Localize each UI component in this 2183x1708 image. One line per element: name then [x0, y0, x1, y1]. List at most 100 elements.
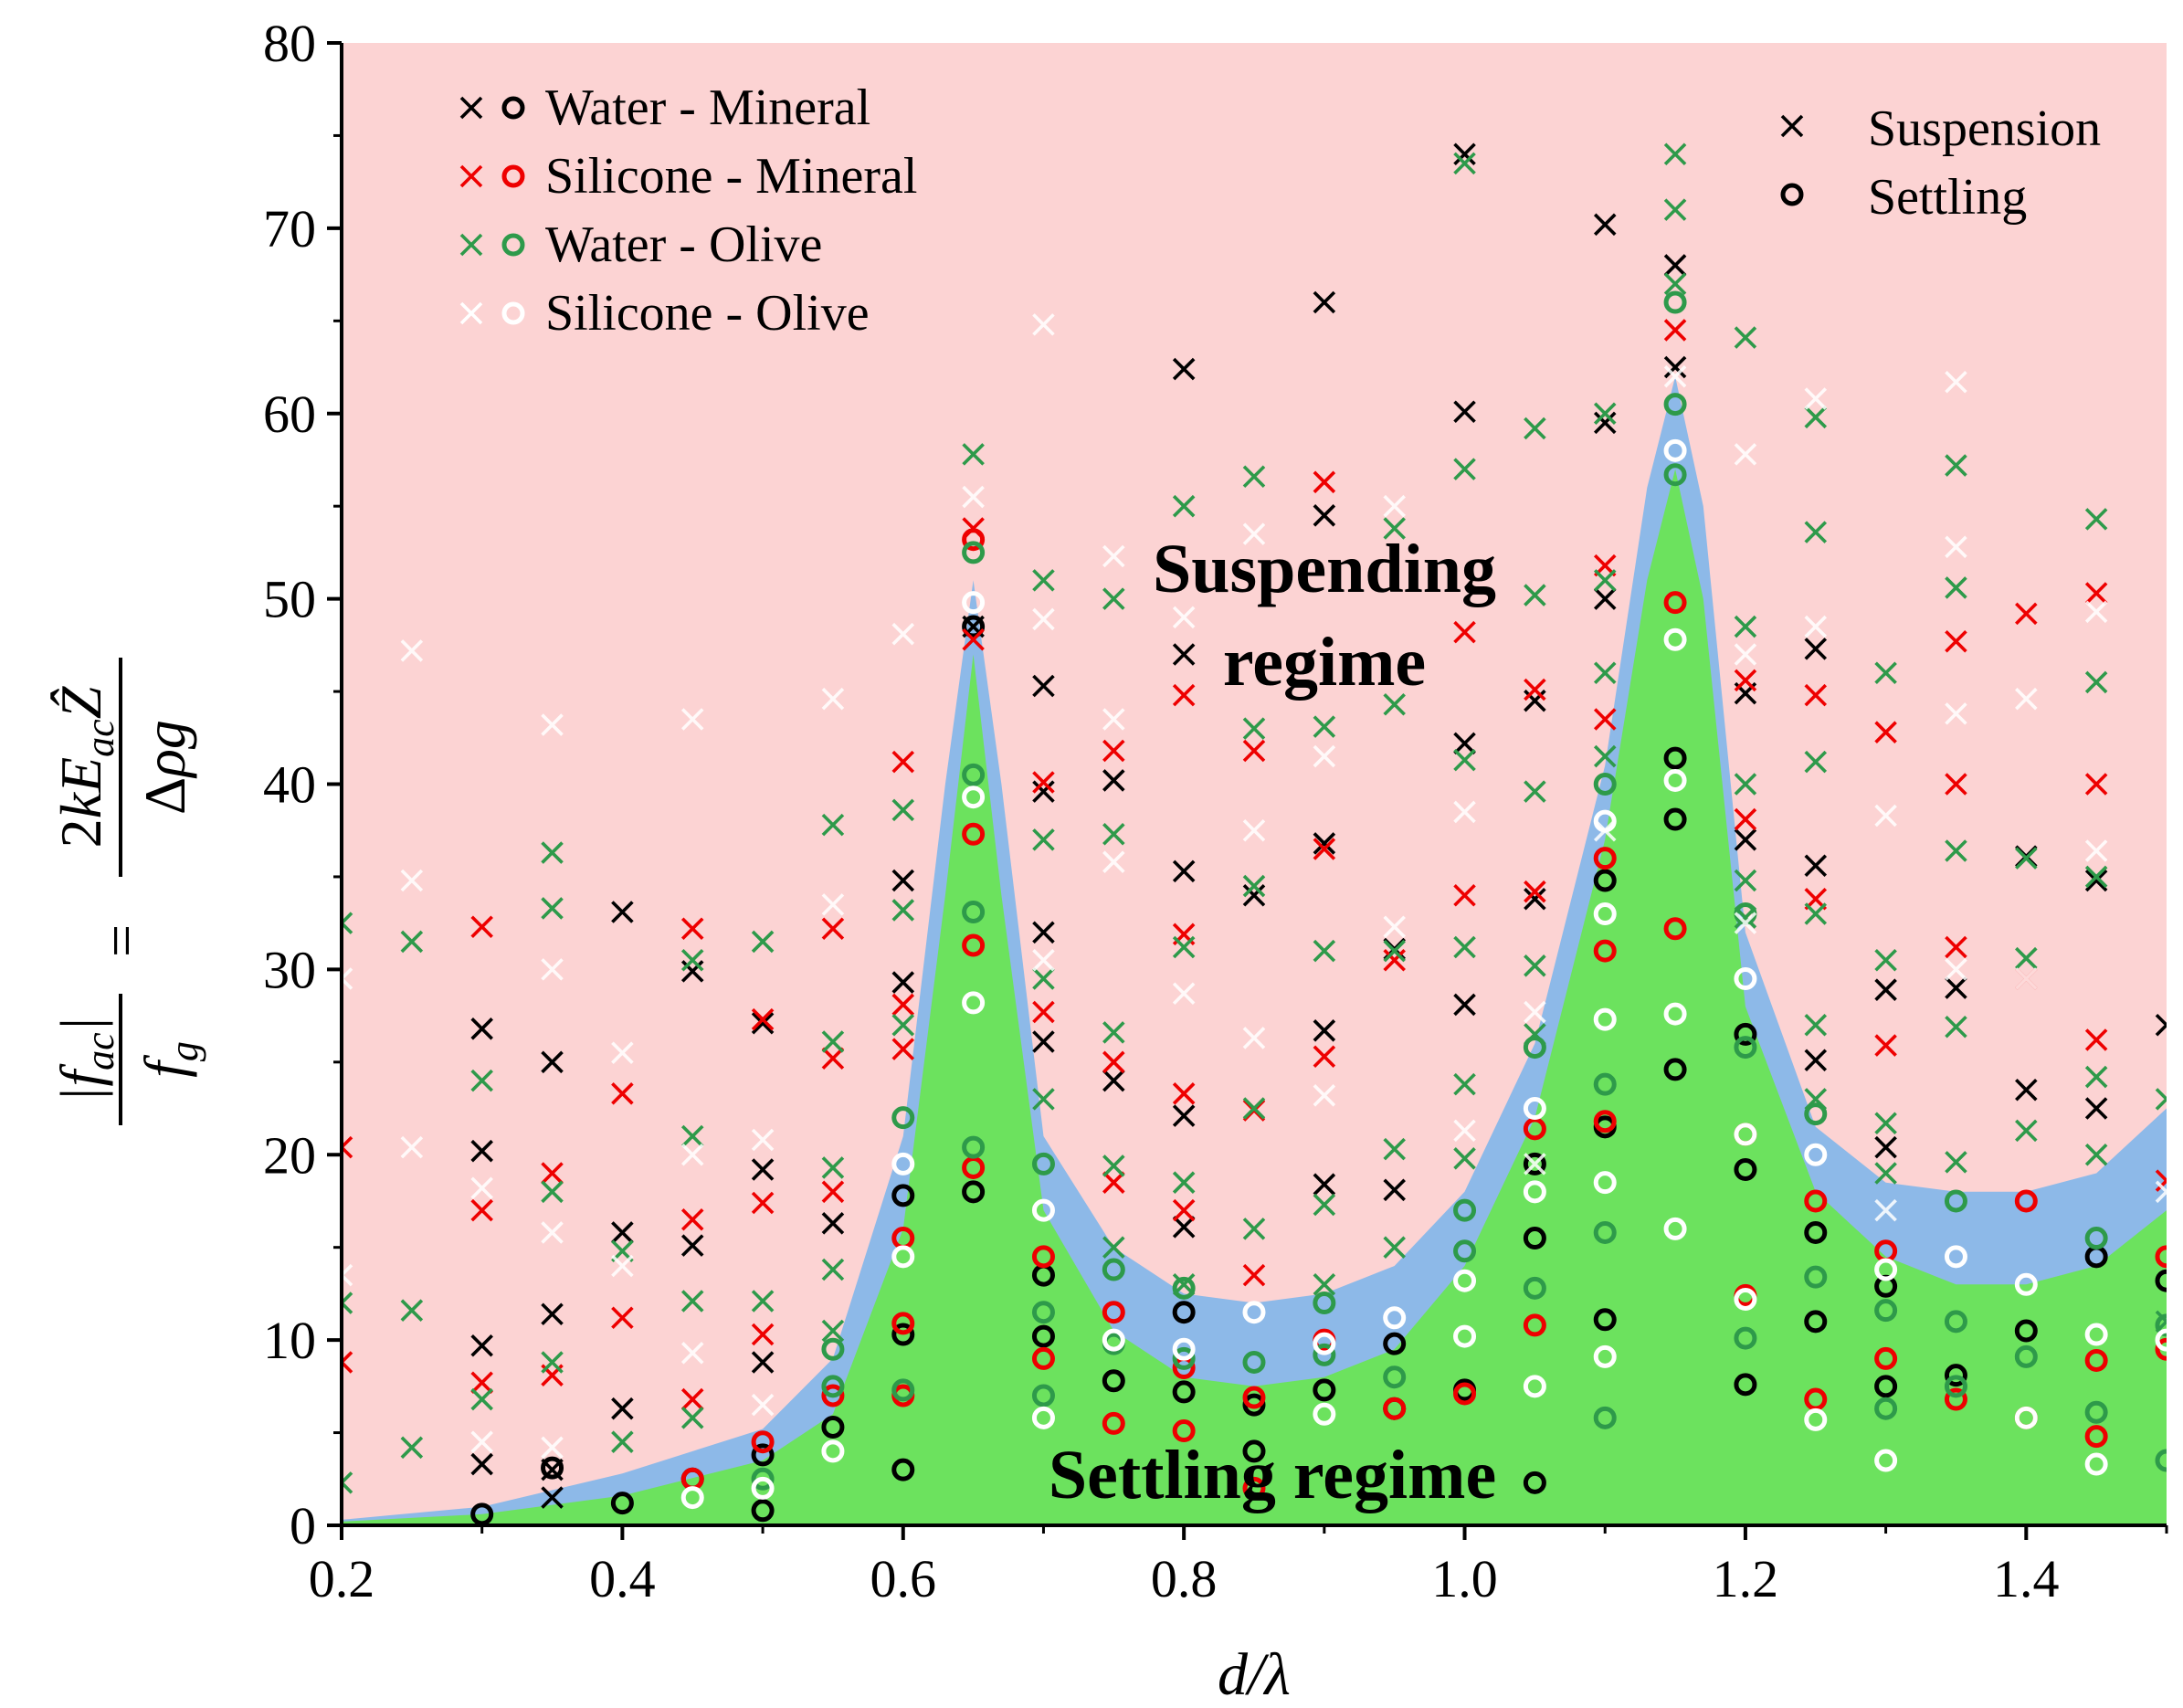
settling-point-water-mineral	[1663, 807, 1687, 831]
x-mark	[1172, 935, 1196, 959]
settling-point-water-mineral	[1663, 746, 1687, 770]
svg-text:Δρg: Δρg	[132, 720, 197, 815]
settling-point-silicone-mineral	[1102, 1301, 1125, 1324]
settling-point-silicone-olive	[751, 1476, 775, 1500]
x-mark	[1874, 1135, 1897, 1159]
suspension-point-silicone-olive	[1102, 708, 1125, 731]
x-mark	[1734, 869, 1757, 892]
suspension-point-silicone-mineral	[1102, 739, 1125, 763]
settling-point-silicone-olive	[1593, 1171, 1617, 1195]
x-mark	[1172, 1104, 1196, 1127]
x-mark	[1593, 708, 1617, 731]
settling-point-silicone-olive	[2084, 1323, 2108, 1346]
y-tick-label: 80	[263, 14, 316, 73]
suspension-point-water-olive	[1804, 902, 1828, 925]
x-mark	[2084, 1143, 2108, 1166]
x-mark	[1453, 800, 1476, 824]
x-mark	[821, 1047, 845, 1070]
x-mark	[1874, 1198, 1897, 1222]
x-mark	[1453, 152, 1476, 175]
suspension-point-silicone-mineral	[1945, 935, 1967, 959]
x-mark	[1242, 465, 1266, 488]
legend-x-icon-silicone-olive	[459, 301, 483, 325]
settling-point-water-olive	[1944, 1375, 1967, 1398]
y-tick-label: 70	[263, 199, 316, 258]
suspension-point-water-mineral	[541, 1050, 564, 1074]
settling-point-water-mineral	[1804, 1310, 1828, 1334]
x-mark	[1593, 402, 1617, 426]
suspension-point-water-olive	[1032, 828, 1055, 851]
x-mark	[611, 1306, 634, 1330]
x-mark	[541, 1302, 564, 1325]
suspension-point-water-olive	[1383, 517, 1406, 540]
x-mark	[1804, 1049, 1828, 1072]
suspension-point-silicone-mineral	[1734, 669, 1757, 692]
suspension-point-silicone-olive	[1313, 1084, 1336, 1107]
suspension-point-silicone-mineral	[891, 1038, 915, 1060]
x-mark	[821, 1180, 845, 1204]
x-mark	[962, 485, 985, 509]
x-tick-label: 0.8	[1151, 1549, 1218, 1608]
suspension-point-water-olive	[1313, 939, 1336, 963]
settling-point-silicone-olive	[1874, 1258, 1898, 1281]
settling-point-water-olive	[1874, 1299, 1898, 1323]
suspension-point-water-olive	[1945, 1151, 1967, 1174]
suspension-point-water-olive	[1663, 272, 1687, 296]
x-mark	[1593, 744, 1617, 768]
x-mark	[2155, 1180, 2167, 1204]
suspension-point-water-olive	[400, 930, 424, 954]
x-mark	[680, 1407, 704, 1429]
suspension-point-silicone-mineral	[1945, 630, 1967, 653]
x-mark	[541, 1162, 564, 1185]
x-mark	[680, 1143, 704, 1166]
suspension-point-silicone-mineral	[891, 750, 915, 774]
x-mark	[821, 1258, 845, 1281]
x-mark	[1945, 535, 1967, 559]
settling-point-silicone-olive	[1734, 1287, 1757, 1311]
x-mark	[1032, 313, 1055, 336]
suspension-point-silicone-mineral	[2084, 1028, 2108, 1051]
suspension-point-water-olive	[2015, 847, 2038, 870]
suspension-point-water-olive	[821, 1030, 845, 1053]
suspension-point-silicone-olive	[1874, 1198, 1897, 1222]
x-mark	[2084, 670, 2108, 694]
suspension-point-water-olive	[1524, 780, 1546, 803]
settling-point-silicone-olive	[891, 1245, 915, 1269]
x-mark	[891, 750, 915, 774]
settling-point-silicone-mineral	[1242, 1476, 1266, 1500]
x-mark	[400, 1436, 424, 1460]
x-mark	[2015, 967, 2038, 990]
suspension-point-water-olive	[1453, 152, 1476, 175]
x-mark	[680, 1290, 704, 1313]
suspension-point-silicone-olive	[680, 1143, 704, 1166]
settling-point-water-olive	[821, 1375, 845, 1398]
suspension-point-water-olive	[2084, 670, 2108, 694]
settling-point-water-mineral	[962, 1180, 986, 1204]
suspension-point-silicone-olive	[1453, 1119, 1476, 1143]
x-mark	[1874, 1112, 1897, 1135]
suspension-point-silicone-olive	[1242, 1027, 1266, 1049]
settling-point-water-olive	[1804, 1102, 1828, 1126]
settling-point-water-olive	[2084, 1400, 2108, 1424]
x-mark	[1524, 954, 1546, 977]
suspension-point-silicone-olive	[1242, 818, 1266, 842]
x-mark	[1102, 769, 1125, 792]
suspension-point-silicone-olive	[1242, 522, 1266, 545]
x-mark	[1383, 494, 1406, 518]
suspension-point-silicone-olive	[1945, 535, 1967, 559]
marker-legend: Suspension Settling	[1780, 100, 2101, 226]
x-mark	[1453, 748, 1476, 772]
settling-point-silicone-olive	[1523, 1375, 1546, 1398]
x-mark	[1313, 744, 1336, 768]
x-mark	[541, 1351, 564, 1374]
suspension-point-water-mineral	[751, 1158, 775, 1181]
suspension-point-silicone-mineral	[1524, 678, 1546, 701]
x-mark	[2015, 687, 2038, 711]
x-mark	[680, 917, 704, 941]
x-mark	[891, 622, 915, 646]
settling-point-water-olive	[2084, 1227, 2108, 1250]
suspension-point-silicone-mineral	[1172, 1082, 1196, 1105]
suspension-point-water-olive	[1383, 1236, 1406, 1259]
settling-point-silicone-mineral	[1383, 1397, 1407, 1420]
settling-regime-label: Settling regime	[1049, 1437, 1496, 1513]
